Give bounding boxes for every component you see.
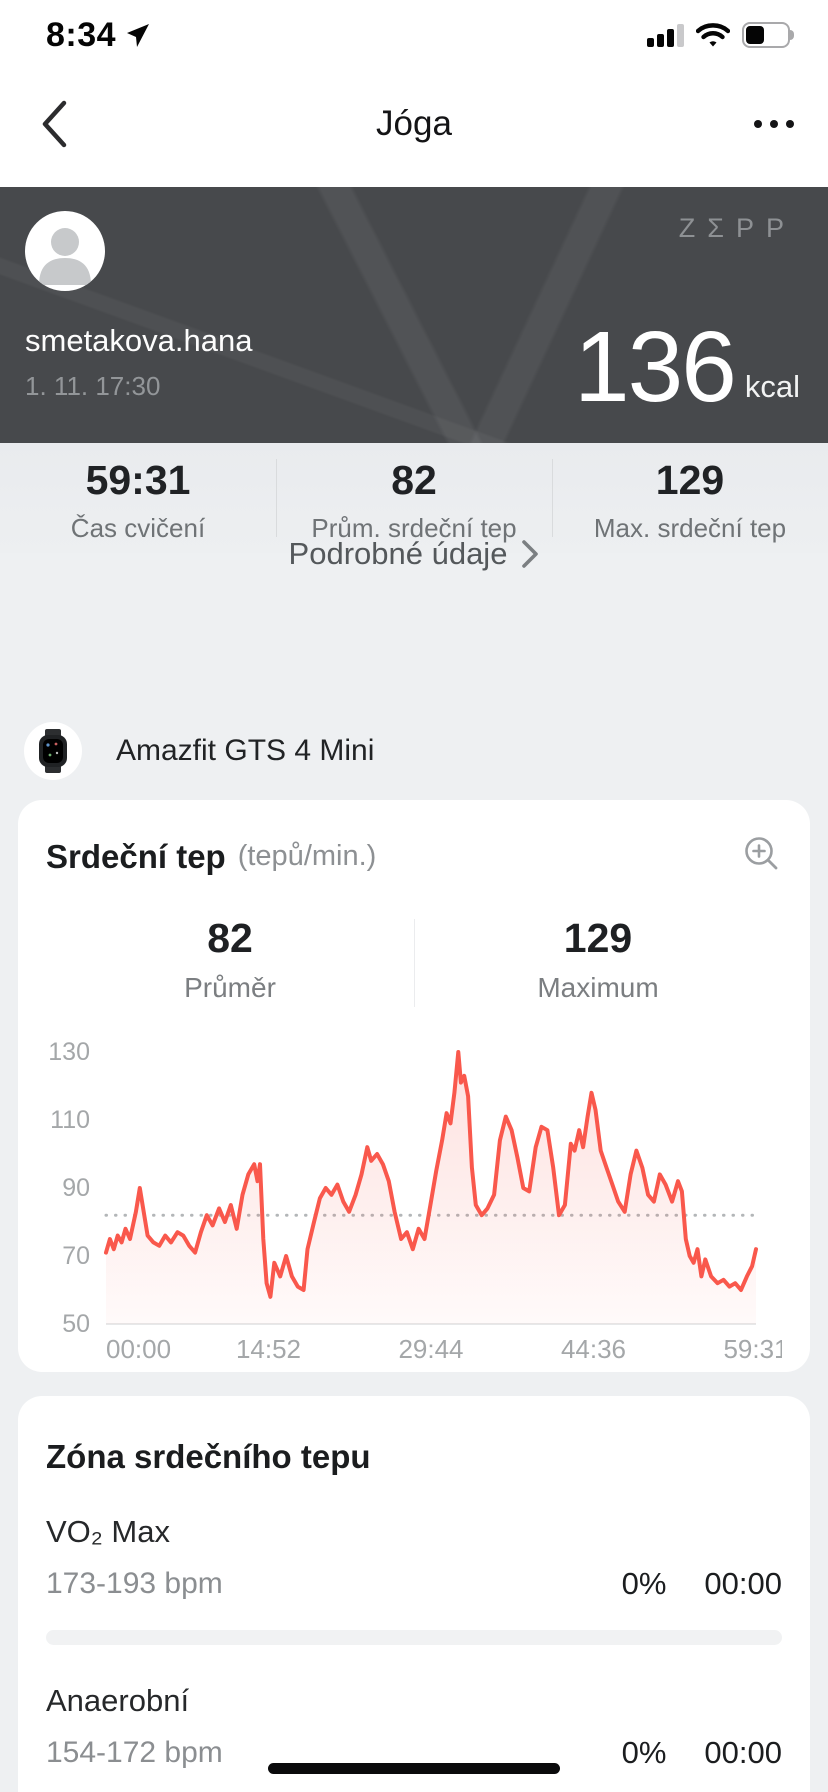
zepp-logo: ZΣPP xyxy=(678,213,796,243)
username: smetakova.hana xyxy=(25,323,253,358)
heart-rate-zones-card: Zóna srdečního tepu VO₂ Max 173-193 bpm … xyxy=(18,1396,810,1792)
calories-unit: kcal xyxy=(744,369,800,404)
device-name: Amazfit GTS 4 Mini xyxy=(116,734,375,767)
svg-text:110: 110 xyxy=(50,1106,90,1134)
status-bar: 8:34 xyxy=(0,0,828,60)
home-indicator[interactable] xyxy=(268,1763,560,1774)
wifi-icon xyxy=(696,23,730,47)
location-arrow-icon xyxy=(127,24,150,47)
svg-text:90: 90 xyxy=(62,1174,90,1202)
svg-text:14:52: 14:52 xyxy=(236,1334,301,1362)
svg-text:44:36: 44:36 xyxy=(561,1334,626,1362)
hr-stat-average: 82 Průměr xyxy=(184,915,276,1003)
zone-percent: 0% xyxy=(621,1566,667,1601)
cellular-signal-icon xyxy=(647,23,684,47)
svg-text:70: 70 xyxy=(62,1242,90,1270)
workout-hero: smetakova.hana 1. 11. 17:30 ZΣPP 136 kca… xyxy=(0,187,828,443)
heart-rate-card: Srdeční tep (tepů/min.) 82 Průměr 129 Ma… xyxy=(18,800,810,1372)
zone-row-anaerobic: Anaerobní 154-172 bpm 0% 00:00 xyxy=(46,1683,782,1770)
battery-icon xyxy=(742,22,798,48)
hr-stat-maximum: 129 Maximum xyxy=(414,915,782,1004)
zoom-in-button[interactable] xyxy=(742,834,782,879)
smartwatch-icon xyxy=(24,722,82,780)
person-silhouette-icon xyxy=(39,228,91,285)
more-options-button[interactable] xyxy=(754,110,794,138)
svg-text:130: 130 xyxy=(48,1038,90,1066)
heart-rate-chart: 130 110 90 70 50 00:00 14:52 29:44 44:36 59:31 xyxy=(48,1038,782,1362)
svg-text:00:00: 00:00 xyxy=(106,1334,171,1362)
nav-bar: Jóga xyxy=(0,60,828,187)
detailed-data-link[interactable]: Podrobné údaje xyxy=(0,532,828,576)
stat-duration: 59:31 Čas cvičení xyxy=(70,457,206,543)
heart-rate-title: Srdeční tep xyxy=(46,837,226,875)
workout-datetime: 1. 11. 17:30 xyxy=(25,371,161,401)
chevron-left-icon xyxy=(42,100,67,147)
avatar[interactable] xyxy=(25,211,105,291)
zone-percent: 0% xyxy=(621,1735,667,1770)
svg-text:29:44: 29:44 xyxy=(398,1334,463,1362)
svg-text:50: 50 xyxy=(62,1310,90,1338)
zone-time: 00:00 xyxy=(704,1566,782,1601)
stat-avg-heart-rate: 82 Prům. srdeční tep xyxy=(276,443,552,553)
calories-value: 136 xyxy=(574,311,737,423)
back-button[interactable] xyxy=(26,96,82,152)
heart-rate-unit: (tepů/min.) xyxy=(237,840,377,872)
summary-stats: 59:31 Čas cvičení 82 Prům. srdeční tep 1… xyxy=(0,443,828,553)
zone-progress-bar xyxy=(46,1630,782,1645)
device-row[interactable]: Amazfit GTS 4 Mini xyxy=(24,722,374,780)
zone-time: 00:00 xyxy=(704,1735,782,1770)
status-time: 8:34 xyxy=(46,15,117,54)
page-title: Jóga xyxy=(376,103,452,143)
zones-title: Zóna srdečního tepu xyxy=(46,1438,371,1475)
magnifier-plus-icon xyxy=(745,837,778,870)
stat-max-heart-rate: 129 Max. srdeční tep xyxy=(552,443,828,553)
chevron-right-icon xyxy=(522,540,539,568)
svg-text:59:31: 59:31 xyxy=(723,1334,782,1362)
zone-row-vo2max: VO₂ Max 173-193 bpm 0% 00:00 xyxy=(46,1514,782,1645)
